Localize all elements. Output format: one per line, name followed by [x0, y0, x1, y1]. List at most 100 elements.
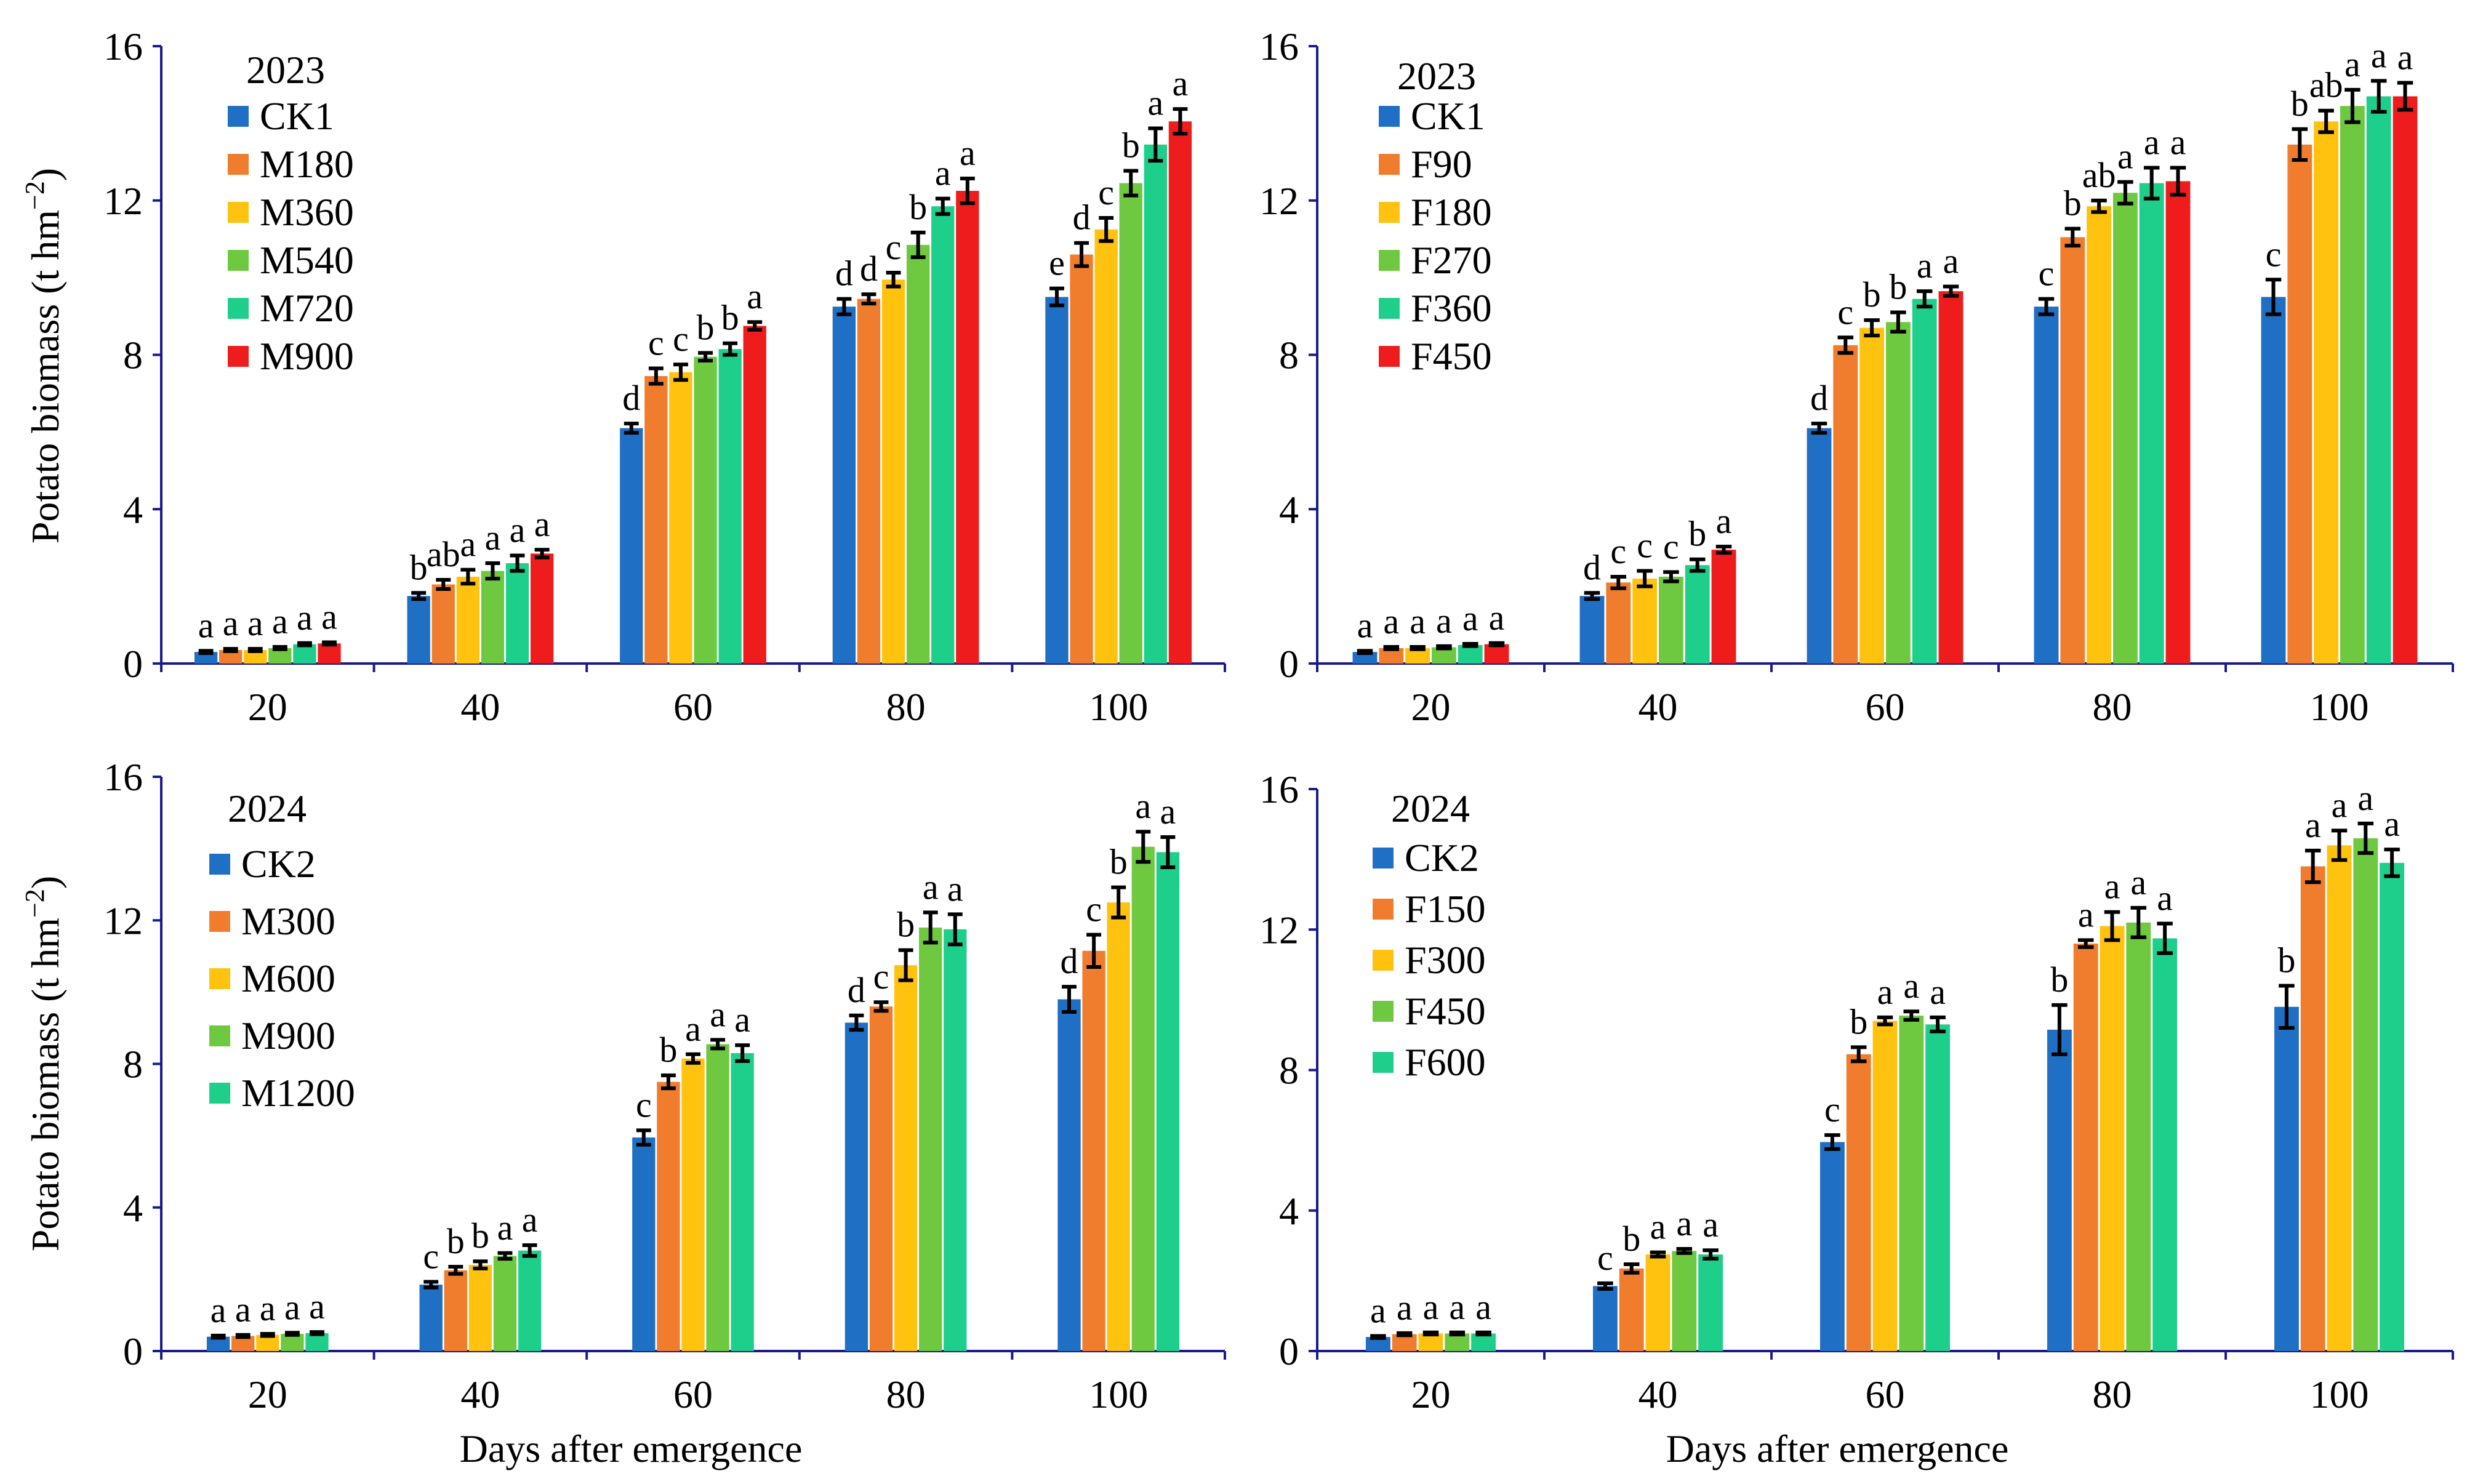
significance-letter: a — [497, 1208, 513, 1248]
error-bar-CK2-40 — [1597, 1281, 1613, 1291]
error-bar-CK1-80 — [836, 297, 852, 316]
error-bar-M900-100 — [1173, 107, 1188, 136]
bar-F450-100 — [2353, 838, 2378, 1351]
error-bar-F450-20 — [1449, 1330, 1466, 1337]
error-bar-M540-80 — [910, 230, 926, 259]
bar-M180-40 — [431, 584, 455, 664]
error-bar-CK2-20 — [211, 1333, 226, 1340]
error-bar-F450-40 — [1715, 545, 1732, 555]
bar-M900-40 — [530, 553, 554, 664]
significance-letter: c — [423, 1236, 439, 1276]
error-bar-M360-80 — [886, 270, 901, 289]
x-tick-label: 60 — [673, 1373, 713, 1416]
bar-F600-60 — [1925, 1024, 1951, 1351]
bar-M360-80 — [881, 279, 905, 664]
bar-F300-100 — [2327, 845, 2352, 1351]
y-tick-label: 12 — [1259, 908, 1299, 952]
x-tick-label: 80 — [2093, 1373, 2132, 1416]
error-bar-M600-100 — [1111, 885, 1126, 920]
legend-swatch-M720 — [228, 298, 249, 319]
error-bar-F90-100 — [2292, 127, 2308, 162]
legend-swatch-M900 — [228, 346, 249, 367]
y-tick-label: 4 — [1279, 487, 1299, 531]
bar-M180-100 — [1070, 254, 1093, 664]
significance-letter: d — [835, 254, 853, 294]
error-bar-M1200-20 — [310, 1330, 324, 1336]
bar-CK1-60 — [620, 428, 643, 664]
bar-CK1-80 — [832, 307, 856, 664]
x-tick-label: 80 — [886, 685, 926, 729]
error-bar-M300-80 — [873, 1000, 889, 1013]
significance-letter: c — [1824, 1089, 1840, 1129]
error-bar-F360-40 — [1689, 557, 1706, 573]
y-tick-label: 4 — [1279, 1189, 1299, 1233]
significance-letter: c — [2266, 234, 2282, 274]
bar-M300-80 — [869, 1006, 893, 1351]
error-bar-F600-100 — [2384, 848, 2400, 878]
bar-M540-80 — [906, 244, 930, 664]
bar-F450-60 — [1899, 1016, 1924, 1351]
bar-CK2-100 — [1057, 999, 1081, 1351]
error-bar-M360-100 — [1099, 215, 1114, 243]
significance-letter: a — [1173, 63, 1189, 103]
error-bar-M360-40 — [460, 568, 476, 586]
error-bar-F180-100 — [2318, 108, 2334, 134]
significance-letter: a — [321, 597, 337, 637]
significance-letter: a — [522, 1200, 538, 1240]
y-axis-title: Potato biomass (t hm−2) — [20, 876, 67, 1251]
significance-letter: b — [1688, 514, 1706, 554]
bar-F180-80 — [2087, 206, 2112, 664]
x-tick-label: 20 — [1411, 1373, 1451, 1416]
significance-letter: c — [873, 957, 889, 997]
significance-letter: a — [1650, 1207, 1666, 1247]
y-tick-label: 12 — [1259, 179, 1299, 223]
significance-letter: b — [1863, 275, 1881, 315]
error-bar-F150-80 — [2077, 938, 2094, 949]
significance-letter: d — [1583, 547, 1601, 587]
error-bar-M900-20 — [284, 1331, 300, 1337]
error-bar-F360-60 — [1916, 289, 1933, 309]
error-bar-M540-40 — [485, 561, 500, 581]
bar-CK1-40 — [1579, 596, 1605, 664]
year-label: 2023 — [246, 48, 325, 92]
significance-letter: a — [460, 524, 476, 564]
bar-F600-40 — [1698, 1254, 1723, 1351]
bar-F300-80 — [2100, 926, 2125, 1351]
significance-letter: d — [1073, 198, 1091, 238]
bar-CK1-40 — [407, 596, 430, 664]
bar-M720-100 — [1144, 144, 1167, 664]
y-tick-label: 0 — [1279, 1330, 1299, 1373]
significance-letter: b — [2050, 960, 2068, 1000]
significance-letter: a — [1462, 598, 1478, 638]
error-bar-M360-60 — [673, 363, 688, 382]
error-bar-M300-100 — [1086, 933, 1102, 969]
legend-swatch-F450 — [1373, 1001, 1394, 1022]
bar-F180-100 — [2314, 121, 2339, 664]
legend-label-F180: F180 — [1411, 190, 1492, 234]
bar-F300-20 — [1418, 1333, 1443, 1351]
bar-F90-100 — [2287, 144, 2312, 664]
significance-letter: a — [2144, 122, 2160, 162]
significance-letter: ab — [427, 534, 460, 574]
significance-letter: a — [2357, 778, 2373, 818]
significance-letter: c — [1086, 889, 1102, 929]
error-bar-M720-20 — [297, 641, 312, 648]
bar-F150-100 — [2300, 866, 2325, 1351]
significance-letter: c — [1610, 531, 1626, 571]
error-bar-M720-60 — [723, 341, 738, 357]
legend-label-CK1: CK1 — [1411, 94, 1485, 138]
legend-swatch-F180 — [1379, 202, 1400, 223]
significance-letter: b — [410, 547, 428, 587]
bar-M900-80 — [956, 191, 979, 664]
error-bar-F180-20 — [1410, 645, 1426, 651]
bar-M900-40 — [493, 1256, 517, 1351]
error-bar-M600-40 — [473, 1259, 488, 1270]
significance-letter: a — [1475, 1287, 1491, 1327]
bar-M720-80 — [931, 206, 955, 664]
error-bar-F450-60 — [1903, 1009, 1920, 1022]
error-bar-M180-80 — [861, 292, 876, 306]
y-tick-label: 4 — [123, 1186, 143, 1230]
error-bar-M180-60 — [648, 366, 664, 386]
legend-label-M900: M900 — [241, 1014, 335, 1057]
